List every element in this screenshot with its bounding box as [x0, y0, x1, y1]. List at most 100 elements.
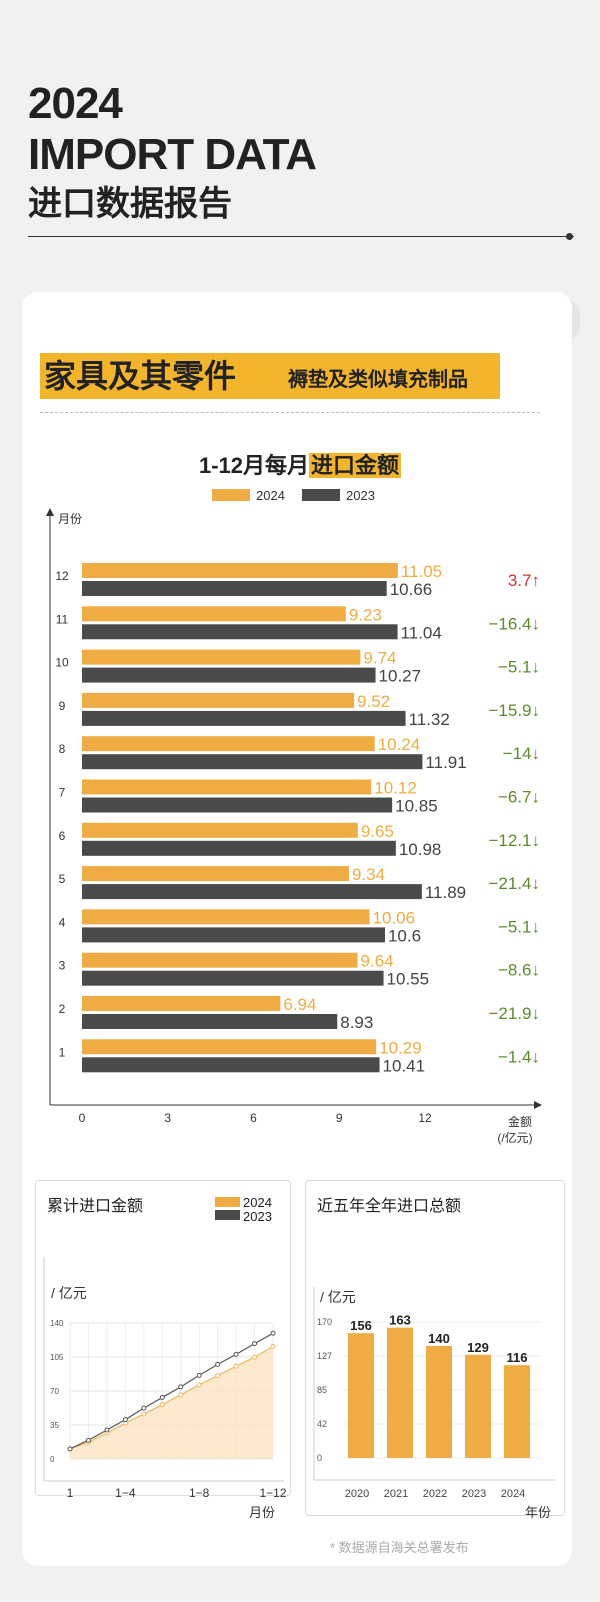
- month-label: 9: [59, 699, 66, 713]
- value-label-2023: 11.89: [425, 883, 466, 902]
- title-main: IMPORT DATA: [28, 130, 317, 179]
- value-label-2024: 9.65: [361, 822, 394, 841]
- bar-value-label: 116: [507, 1350, 528, 1365]
- value-label-2024: 11.05: [401, 562, 442, 581]
- point-2024: [233, 1363, 239, 1369]
- value-label-2024: 10.06: [373, 908, 416, 927]
- bar-2023: [82, 1057, 380, 1073]
- x-tick-label: 1−8: [189, 1486, 210, 1500]
- cumulative-chart-title: 累计进口金额: [47, 1197, 143, 1215]
- point-2024: [270, 1343, 276, 1349]
- yoy-change-label: −6.7↓: [498, 788, 540, 807]
- x-tick-label: 0: [79, 1111, 86, 1125]
- year-bar: [504, 1365, 530, 1458]
- title-highlight: 进口金额: [309, 453, 402, 478]
- x-tick-label: 1: [67, 1486, 74, 1500]
- x-axis-arrow: [534, 1101, 542, 1109]
- bar-2023: [82, 581, 387, 596]
- yoy-change-label: −12.1↓: [488, 831, 540, 850]
- yoy-change-label: −21.4↓: [488, 874, 540, 893]
- value-label-2024: 10.29: [379, 1038, 422, 1057]
- bar-2023: [82, 624, 398, 640]
- main-chart-title: 1-12月每月进口金额: [0, 448, 600, 480]
- value-label-2023: 10.55: [387, 970, 430, 989]
- point-2023: [252, 1341, 258, 1347]
- value-label-2024: 10.24: [378, 735, 421, 754]
- bar-2024: [82, 822, 358, 838]
- month-label: 8: [59, 742, 66, 756]
- source-note: * 数据源自海关总署发布: [330, 1540, 469, 1555]
- point-2023: [178, 1384, 184, 1390]
- value-label-2023: 10.27: [379, 667, 422, 686]
- y-tick-label: 170: [317, 1317, 332, 1327]
- y-tick-label: 85: [317, 1385, 327, 1395]
- yoy-change-label: −15.9↓: [488, 701, 540, 720]
- bar-value-label: 156: [350, 1318, 372, 1333]
- bar-2024: [82, 649, 361, 665]
- five-year-chart-title: 近五年全年进口总额: [317, 1197, 461, 1215]
- point-2023: [270, 1330, 276, 1336]
- value-label-2023: 11.04: [401, 623, 442, 642]
- y-tick-label: 127: [317, 1351, 332, 1361]
- y-tick-label: 70: [50, 1387, 59, 1396]
- section-header-bg: [40, 353, 500, 399]
- bar-2024: [82, 909, 370, 925]
- y-axis-label: 月份: [58, 512, 82, 526]
- value-label-2024: 9.64: [361, 952, 394, 971]
- value-label-2024: 9.52: [357, 692, 390, 711]
- y-tick-label: 0: [317, 1453, 322, 1463]
- value-label-2024: 10.12: [374, 779, 417, 798]
- point-2024: [141, 1411, 147, 1417]
- bar-2023: [82, 970, 384, 986]
- year-bar: [465, 1354, 491, 1458]
- section-subtitle: 褥垫及类似填充制品: [288, 369, 468, 391]
- value-label-2023: 10.98: [399, 840, 442, 859]
- legend-label-2023: 2023: [346, 488, 375, 503]
- bar-2023: [82, 754, 423, 770]
- value-label-2024: 9.23: [349, 605, 382, 624]
- month-label: 3: [59, 959, 66, 973]
- value-label-2024: 6.94: [283, 995, 316, 1014]
- bar-2023: [82, 667, 376, 683]
- y-axis-label: / 亿元: [320, 1289, 356, 1305]
- value-label-2023: 11.32: [409, 710, 450, 729]
- y-tick-label: 0: [50, 1455, 55, 1464]
- value-label-2024: 9.74: [363, 649, 396, 668]
- month-label: 12: [55, 569, 69, 583]
- x-tick-label: 3: [164, 1111, 171, 1125]
- bar-value-label: 163: [389, 1313, 411, 1328]
- yoy-change-label: −5.1↓: [498, 658, 540, 677]
- y-tick-label: 140: [50, 1319, 64, 1328]
- x-tick-label: 9: [336, 1111, 343, 1125]
- value-label-2023: 10.41: [383, 1056, 426, 1075]
- legend-swatch-2023: [302, 489, 340, 501]
- section-title: 家具及其零件: [44, 358, 237, 394]
- month-label: 4: [59, 915, 66, 929]
- yoy-change-label: −16.4↓: [488, 614, 540, 633]
- bar-2023: [82, 797, 393, 813]
- month-label: 10: [55, 656, 69, 670]
- point-2024: [215, 1373, 221, 1379]
- value-label-2023: 11.91: [425, 753, 466, 772]
- point-2023: [141, 1405, 147, 1411]
- yoy-change-label: −8.6↓: [498, 961, 540, 980]
- yoy-change-label: −21.9↓: [488, 1004, 540, 1023]
- value-label-2023: 10.6: [388, 926, 421, 945]
- x-tick-label: 6: [250, 1111, 257, 1125]
- bar-2024: [82, 996, 281, 1011]
- x-tick-label: 1−12: [259, 1486, 286, 1500]
- point-2023: [233, 1351, 239, 1357]
- x-axis-label: 年份: [525, 1505, 551, 1520]
- title-cn: 进口数据报告: [28, 185, 232, 223]
- title-year: 2024: [28, 79, 123, 128]
- x-tick-label: 12: [418, 1111, 432, 1125]
- x-tick-label: 2021: [384, 1488, 408, 1500]
- value-label-2023: 10.66: [390, 580, 433, 599]
- month-label: 2: [59, 1002, 66, 1016]
- bar-2023: [82, 710, 406, 726]
- legend-label-2024: 2024: [243, 1195, 272, 1210]
- y-tick-label: 105: [50, 1353, 64, 1362]
- y-axis-label: / 亿元: [51, 1285, 87, 1301]
- legend-swatch-2023: [215, 1210, 240, 1220]
- month-label: 5: [59, 872, 66, 886]
